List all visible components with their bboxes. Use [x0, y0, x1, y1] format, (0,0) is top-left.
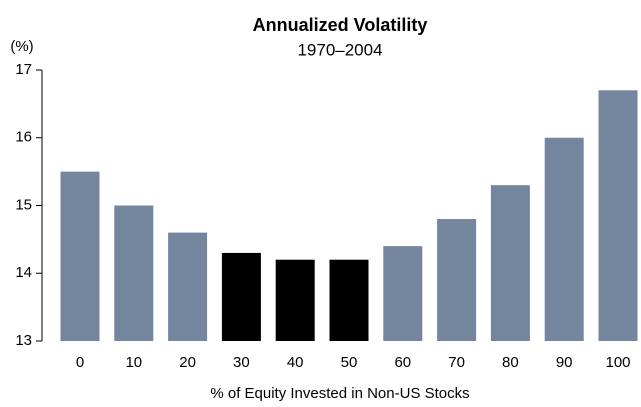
bar — [383, 246, 423, 341]
x-tick-label: 50 — [341, 354, 358, 371]
y-tick-label: 17 — [15, 61, 32, 78]
x-tick-label: 100 — [605, 354, 630, 371]
x-tick-label: 40 — [287, 354, 304, 371]
chart-subtitle: 1970–2004 — [297, 40, 382, 59]
y-tick-label: 13 — [15, 332, 32, 349]
bar — [60, 171, 100, 341]
x-tick-label: 60 — [394, 354, 411, 371]
y-unit: (%) — [10, 38, 33, 55]
x-tick-label: 10 — [125, 354, 142, 371]
bar — [490, 185, 530, 341]
x-axis-label: % of Equity Invested in Non-US Stocks — [210, 385, 469, 402]
bar — [544, 137, 584, 341]
x-tick-label: 80 — [502, 354, 519, 371]
bar — [275, 259, 315, 341]
chart-title: Annualized Volatility — [253, 15, 428, 35]
y-tick-label: 15 — [15, 196, 32, 213]
bar — [114, 205, 154, 341]
x-tick-label: 0 — [76, 354, 84, 371]
bar — [437, 219, 477, 341]
y-tick-label: 16 — [15, 129, 32, 146]
x-tick-label: 30 — [233, 354, 250, 371]
x-tick-label: 90 — [556, 354, 573, 371]
bar — [329, 259, 369, 341]
bar — [168, 232, 208, 341]
bar — [598, 90, 638, 341]
x-tick-label: 20 — [179, 354, 196, 371]
bar — [221, 252, 261, 341]
x-tick-label: 70 — [448, 354, 465, 371]
y-tick-label: 14 — [15, 264, 32, 281]
